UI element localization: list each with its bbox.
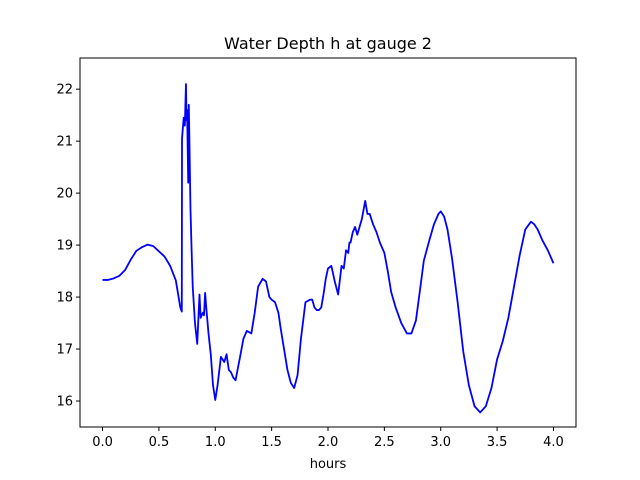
chart-title: Water Depth h at gauge 2 xyxy=(224,34,432,53)
y-tick-label: 16 xyxy=(56,395,73,410)
x-tick-label: 2.0 xyxy=(318,435,339,450)
x-tick-label: 2.5 xyxy=(374,435,395,450)
x-tick-label: 0.0 xyxy=(92,435,113,450)
x-tick-label: 1.5 xyxy=(261,435,282,450)
x-tick-label: 0.5 xyxy=(149,435,170,450)
y-tick-label: 17 xyxy=(56,343,73,358)
x-tick-label: 3.5 xyxy=(487,435,508,450)
y-tick-label: 18 xyxy=(56,291,73,306)
x-tick-label: 1.0 xyxy=(205,435,226,450)
x-tick-label: 4.0 xyxy=(543,435,564,450)
x-axis-label: hours xyxy=(310,457,347,472)
y-axis: 16 17 18 19 20 21 22 xyxy=(56,83,80,410)
x-axis: 0.0 0.5 1.0 1.5 2.0 2.5 3.0 3.5 4.0 xyxy=(92,427,564,450)
plot-area xyxy=(102,83,555,414)
series-line-0 xyxy=(102,83,555,414)
x-tick-label: 3.0 xyxy=(430,435,451,450)
y-tick-label: 22 xyxy=(56,83,73,98)
y-tick-label: 21 xyxy=(56,135,73,150)
y-tick-label: 19 xyxy=(56,239,73,254)
y-tick-label: 20 xyxy=(56,187,73,202)
